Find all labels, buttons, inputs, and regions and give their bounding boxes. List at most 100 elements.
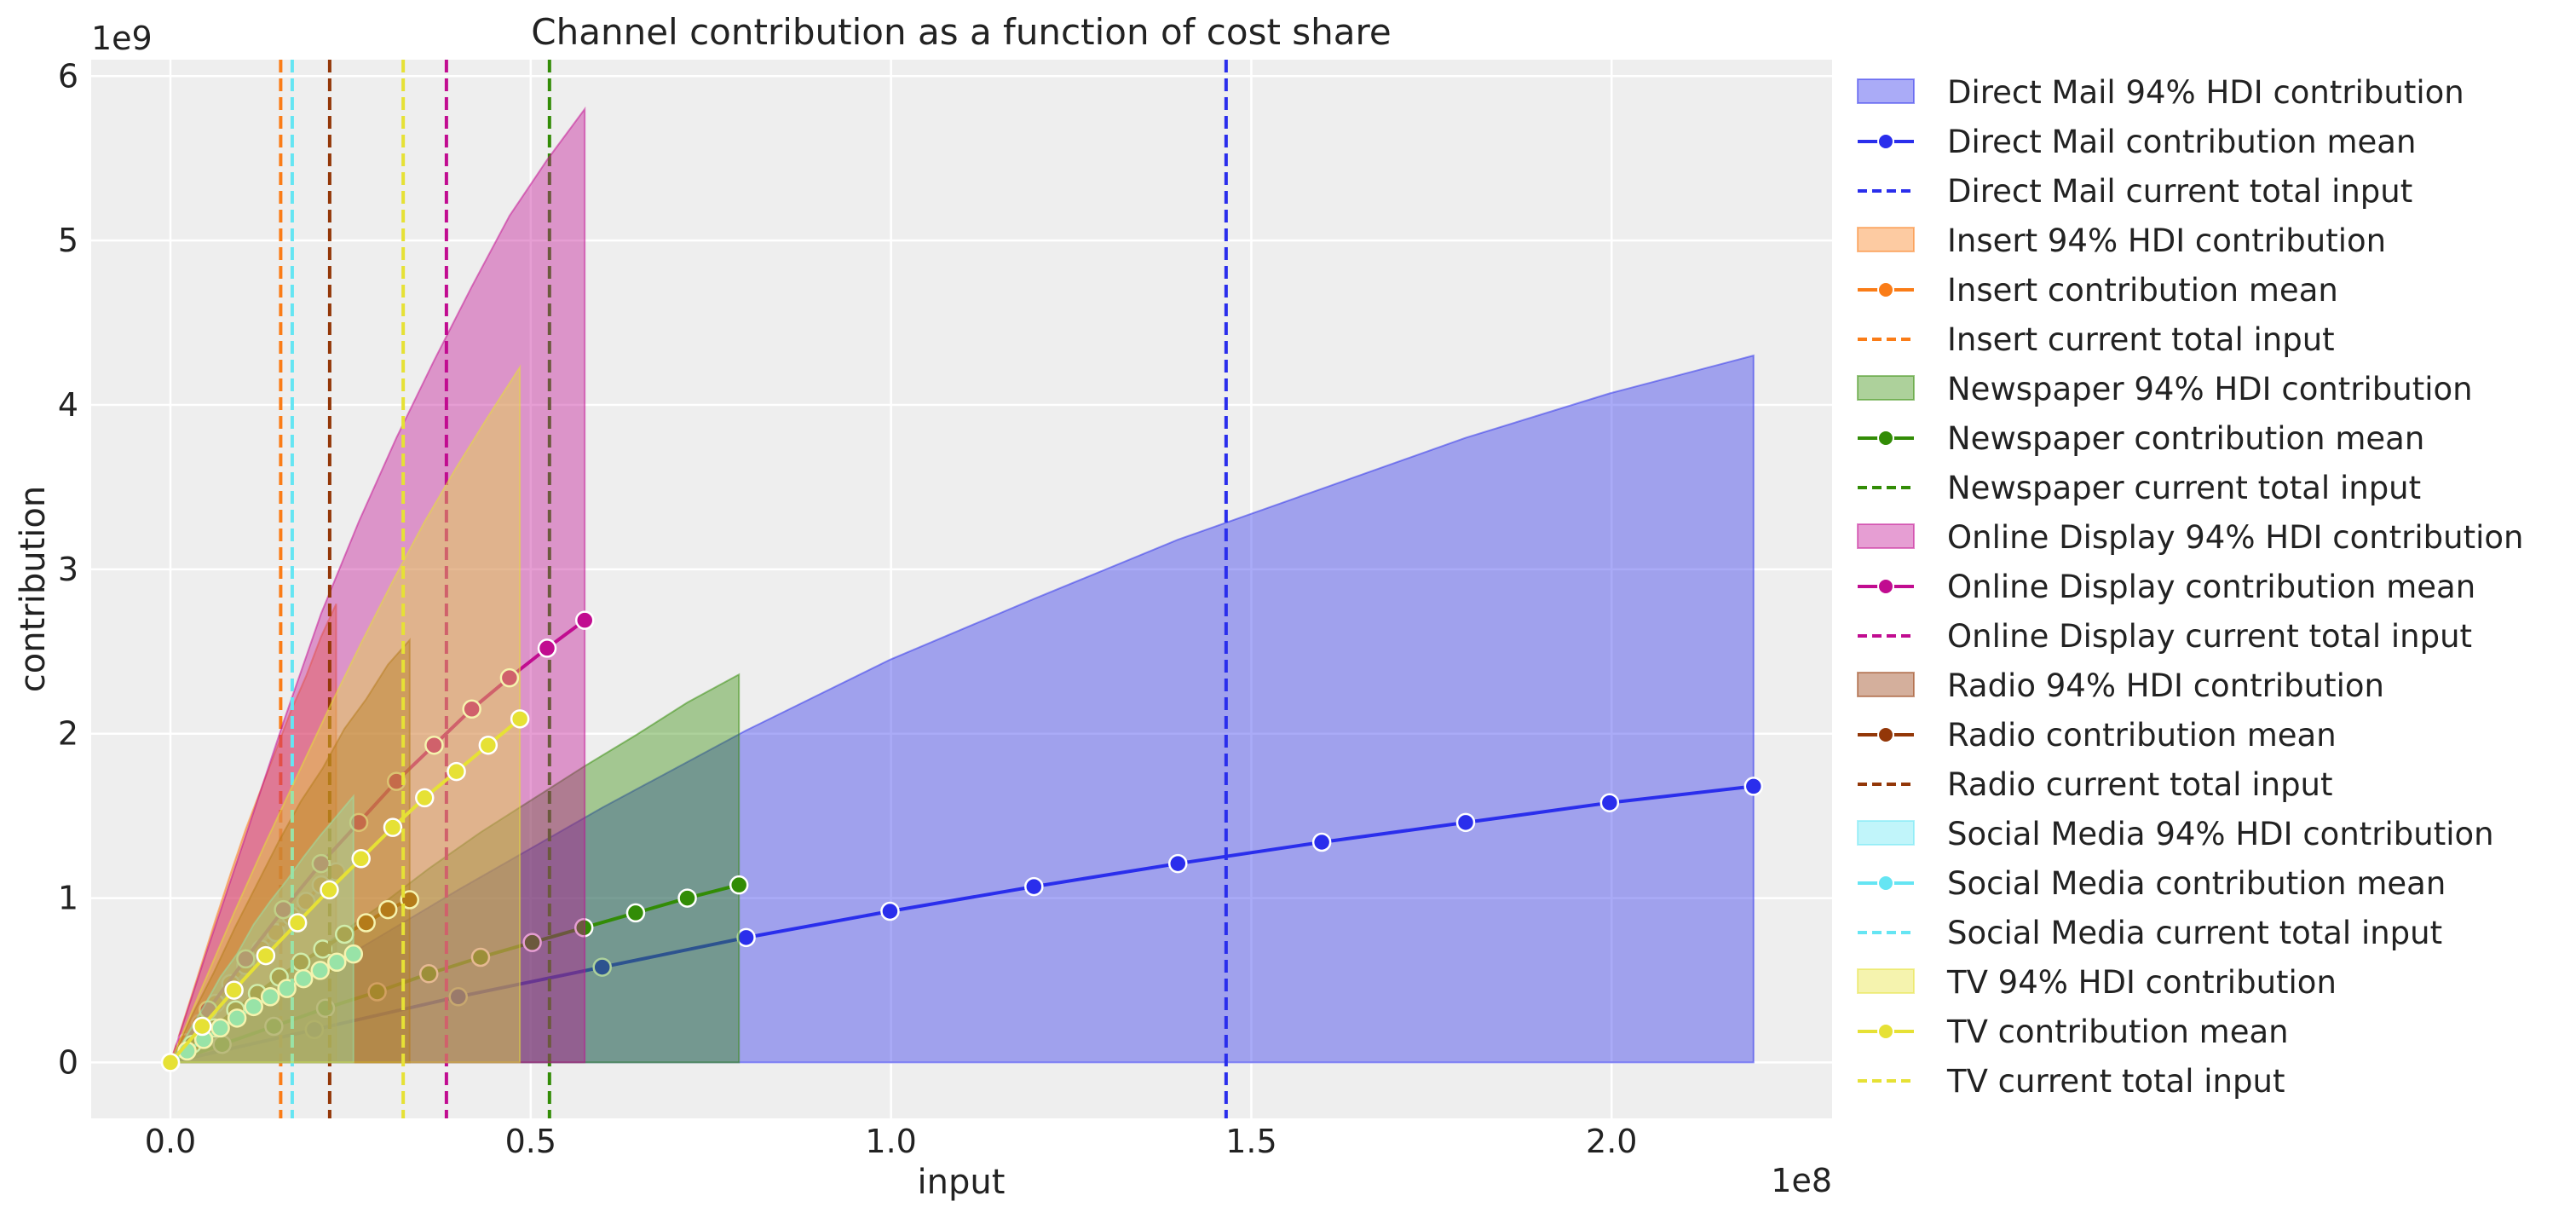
y-offset-label: 1e9: [91, 20, 153, 57]
y-tick-label: 0: [58, 1043, 78, 1081]
legend-item-online-display-input: Online Display current total input: [1858, 618, 2472, 655]
legend-item-tv-input: TV current total input: [1858, 1063, 2285, 1100]
legend-item-tv-mean: TV contribution mean: [1858, 1014, 2289, 1050]
mean-point-newspaper: [367, 982, 387, 1002]
legend-marker-social-media: [1877, 875, 1894, 892]
legend-item-direct-mail-input: Direct Mail current total input: [1858, 173, 2412, 210]
y-tick-label: 5: [58, 222, 78, 259]
legend-patch-insert: [1857, 227, 1915, 252]
mean-point-direct-mail: [1455, 812, 1476, 833]
legend-label: Radio current total input: [1947, 766, 2333, 803]
x-axis-label: input: [918, 1163, 1006, 1202]
legend-label: Online Display current total input: [1947, 618, 2472, 655]
mean-point-online-display: [349, 812, 369, 833]
mean-point-tv: [193, 1016, 212, 1037]
legend-item-insert-input: Insert current total input: [1858, 321, 2335, 358]
legend-item-direct-mail-mean: Direct Mail contribution mean: [1858, 124, 2416, 160]
legend-label: TV contribution mean: [1946, 1014, 2289, 1050]
mean-point-online-display: [462, 699, 481, 719]
legend-item-radio-hdi: Radio 94% HDI contribution: [1857, 667, 2384, 704]
mean-point-direct-mail: [1743, 777, 1764, 796]
chart-marks: [160, 60, 1764, 1118]
mean-point-insert: [326, 862, 346, 881]
legend-label: Direct Mail 94% HDI contribution: [1947, 74, 2464, 111]
mean-point-online-display: [386, 771, 406, 791]
x-tick-label: 1.0: [865, 1123, 916, 1160]
legend-item-social-media-mean: Social Media contribution mean: [1858, 865, 2446, 902]
mean-point-social-media: [293, 968, 314, 989]
mean-point-insert: [296, 892, 316, 911]
mean-point-tv: [415, 788, 435, 808]
legend-label: Social Media current total input: [1947, 915, 2442, 951]
mean-point-online-display: [574, 610, 595, 630]
y-tick-label: 6: [58, 57, 78, 95]
mean-point-direct-mail: [592, 957, 612, 977]
legend-label: TV 94% HDI contribution: [1946, 964, 2337, 1001]
x-tick-label: 0.0: [145, 1123, 196, 1160]
mean-point-direct-mail: [448, 987, 469, 1007]
legend-item-social-media-hdi: Social Media 94% HDI contribution: [1857, 816, 2494, 852]
mean-point-direct-mail: [1599, 793, 1620, 812]
y-tick-label: 4: [58, 386, 78, 424]
legend-label: Insert current total input: [1947, 321, 2335, 358]
legend-label: Online Display 94% HDI contribution: [1947, 519, 2523, 556]
mean-point-newspaper: [625, 903, 646, 923]
legend-item-social-media-input: Social Media current total input: [1858, 915, 2442, 951]
mean-point-direct-mail: [1311, 832, 1332, 852]
grid: [91, 60, 1832, 1118]
x-tick-label: 2.0: [1586, 1123, 1637, 1160]
series-tv: [160, 60, 530, 1118]
mean-point-newspaper: [677, 888, 697, 908]
legend-item-newspaper-mean: Newspaper contribution mean: [1858, 420, 2424, 457]
mean-point-online-display: [537, 638, 557, 658]
legend-label: Social Media 94% HDI contribution: [1947, 816, 2494, 852]
legend-patch-newspaper: [1857, 375, 1915, 401]
legend-label: Social Media contribution mean: [1947, 865, 2446, 902]
x-tick-label: 1.5: [1225, 1123, 1276, 1160]
mean-point-online-display: [424, 735, 444, 755]
legend-item-newspaper-input: Newspaper current total input: [1858, 470, 2421, 506]
legend-label: Insert contribution mean: [1947, 272, 2338, 309]
mean-point-direct-mail: [1168, 853, 1188, 874]
mean-point-social-media: [327, 952, 347, 973]
mean-point-radio: [356, 913, 376, 933]
mean-point-direct-mail: [304, 1019, 325, 1040]
mean-point-direct-mail: [880, 901, 900, 921]
legend-patch-tv: [1857, 968, 1915, 994]
mean-point-online-display: [311, 853, 331, 874]
legend-label: TV current total input: [1946, 1063, 2285, 1100]
mean-point-newspaper: [264, 1016, 284, 1037]
legend-patch-online-display: [1857, 523, 1915, 549]
y-tick-label: 1: [58, 880, 78, 917]
legend-label: Newspaper 94% HDI contribution: [1947, 371, 2473, 407]
mean-point-tv: [478, 735, 498, 755]
chart-title: Channel contribution as a function of co…: [531, 11, 1391, 53]
mean-point-online-display: [236, 949, 256, 969]
mean-point-tv: [160, 1053, 181, 1072]
legend-marker-direct-mail: [1877, 133, 1894, 150]
y-tick-label: 2: [58, 715, 78, 753]
mean-point-social-media: [343, 944, 364, 964]
legend-item-tv-hdi: TV 94% HDI contribution: [1857, 964, 2337, 1001]
mean-point-tv: [320, 880, 339, 900]
legend-item-newspaper-hdi: Newspaper 94% HDI contribution: [1857, 371, 2473, 407]
mean-point-tv: [287, 913, 308, 933]
mean-point-tv: [447, 761, 466, 782]
legend-item-online-display-hdi: Online Display 94% HDI contribution: [1857, 519, 2523, 556]
axes: 0.0 0.5 1.0 1.5 2.0 0 1 2 3 4 5 6: [58, 57, 1638, 1160]
legend-label: Direct Mail current total input: [1947, 173, 2412, 210]
legend-item-insert-mean: Insert contribution mean: [1858, 272, 2338, 309]
x-offset-label: 1e8: [1771, 1162, 1832, 1199]
legend-label: Insert 94% HDI contribution: [1947, 222, 2386, 259]
mean-point-tv: [383, 817, 403, 837]
mean-point-radio: [377, 899, 398, 920]
y-axis-label: contribution: [14, 486, 53, 692]
mean-point-social-media: [227, 1008, 247, 1028]
legend-marker-radio: [1877, 726, 1894, 743]
legend-item-insert-hdi: Insert 94% HDI contribution: [1857, 222, 2386, 259]
mean-point-online-display: [499, 667, 520, 688]
legend-label: Newspaper current total input: [1947, 470, 2421, 506]
series-direct-mail: [160, 60, 1764, 1118]
legend-item-direct-mail-hdi: Direct Mail 94% HDI contribution: [1857, 74, 2464, 111]
legend-patch-radio: [1857, 672, 1915, 697]
